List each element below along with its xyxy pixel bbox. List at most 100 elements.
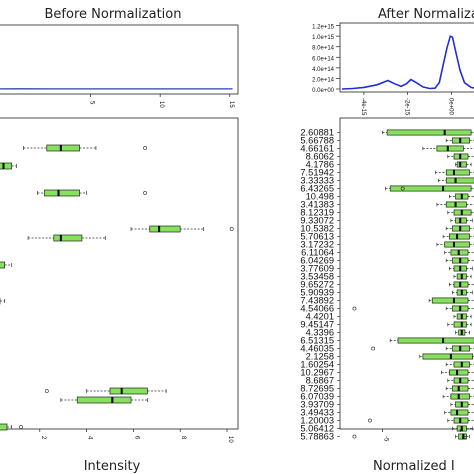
normalized-axis-label: Normalized I — [373, 459, 455, 474]
after-y-tick-label-2: 8.0e+14 — [312, 46, 335, 52]
intensity-x-tick-label-2: 6 — [133, 436, 139, 440]
normalized-x-tick-label-1: 0 — [460, 436, 466, 440]
after-y-tick-label-1: 1.0e+15 — [312, 35, 335, 41]
normalized-box-33 — [450, 393, 470, 400]
normalized-row-label-13: 5.70613 — [300, 232, 334, 242]
normalized-row-label-10: 8.12319 — [300, 208, 334, 218]
intensity-boxplot-frame — [0, 117, 239, 430]
after-density-frame — [339, 22, 474, 93]
normalized-row-label-5: 7.51942 — [300, 168, 334, 178]
after-y-tick-label-0: 1.2e+15 — [312, 25, 335, 31]
normalized-row-label-15: 6.11064 — [301, 248, 334, 258]
normalized-row-label-38: 5.78863 — [300, 432, 334, 442]
normalized-box-2 — [436, 145, 464, 152]
normalized-row-label-1: 5.66788 — [300, 136, 334, 146]
after-x-tick-label-0: -4e-15 — [360, 98, 366, 116]
intensity-box-7 — [109, 387, 148, 395]
normalized-box-21 — [431, 297, 469, 304]
after-x-tick-label-2: 0e+00 — [447, 98, 453, 116]
normalized-outlier-7-0 — [400, 186, 405, 191]
normalized-row-label-12: 10.5382 — [300, 224, 334, 234]
intensity-box-4 — [53, 234, 83, 242]
normalized-row-label-28: 2.1258 — [306, 352, 334, 362]
normalized-box-0 — [386, 129, 472, 136]
intensity-outlier-7-0 — [44, 389, 49, 393]
normalized-row-label-2: 4.66161 — [300, 144, 334, 154]
after-y-tick-label-5: 2.0e+14 — [312, 77, 335, 83]
normalized-row-label-16: 6.04269 — [300, 256, 334, 266]
before-density-plot: 5 10 15 — [0, 88, 234, 108]
normalized-box-7 — [389, 185, 472, 192]
normalized-row-label-26: 6.51315 — [300, 336, 334, 346]
intensity-box-3 — [149, 225, 181, 233]
normalized-box-4 — [456, 161, 467, 168]
normalized-row-label-4: 4.1786 — [306, 160, 334, 170]
normalized-row-label-19: 9.65272 — [300, 280, 334, 290]
normalized-row-label-33: 6.07039 — [300, 392, 334, 402]
normalized-row-label-32: 8.72695 — [300, 384, 334, 394]
intensity-x-tick-label-4: 10 — [227, 436, 233, 443]
normalized-row-label-25: 4.3396 — [306, 328, 334, 338]
normalized-box-24 — [453, 321, 467, 328]
intensity-box-1 — [0, 162, 13, 170]
intensity-outlier-0-0 — [143, 146, 147, 150]
normalized-row-label-18: 3.53458 — [300, 272, 334, 282]
normalized-row-label-11: 9.33072 — [300, 216, 334, 226]
normalized-outlier-22-0 — [352, 306, 357, 311]
intensity-x-tick-label-1: 4 — [87, 436, 93, 440]
normalized-row-label-21: 7.43892 — [300, 296, 334, 306]
normalized-row-label-27: 4.46035 — [300, 344, 334, 354]
normalized-boxplot: 2.608815.667884.661618.60624.17867.51942… — [300, 128, 474, 442]
intensity-outlier-9-0 — [19, 425, 23, 429]
normalized-box-13 — [448, 233, 470, 240]
intensity-x-tick-label-0: 2 — [40, 436, 46, 440]
after-density-plot: 1.2e+15 1.0e+15 8.0e+14 6.0e+14 4.0e+14 2.0e+… — [312, 25, 474, 116]
normalized-row-label-7: 6.43265 — [300, 184, 334, 194]
normalized-row-label-8: 10.498 — [306, 192, 334, 202]
before-x-tick-label-2: 15 — [228, 101, 234, 108]
normalized-row-label-30: 10.2967 — [300, 368, 334, 378]
normalized-row-label-34: 3.93709 — [300, 400, 334, 410]
normalized-row-label-24: 9.45147 — [300, 320, 334, 330]
normalized-row-label-37: 5.06412 — [300, 424, 334, 434]
normalized-row-label-6: 3.33333 — [300, 176, 334, 186]
intensity-outlier-2-0 — [143, 191, 147, 195]
normalized-x-tick-label-0: -5 — [382, 436, 388, 442]
normalized-row-label-3: 8.6062 — [306, 152, 334, 162]
after-density-line — [341, 35, 474, 90]
normalized-outlier-38-0 — [352, 434, 357, 439]
intensity-outlier-3-0 — [229, 227, 234, 231]
intensity-x-tick-label-3: 8 — [180, 436, 186, 440]
normalized-row-label-36: 1.20003 — [300, 416, 334, 426]
normalized-row-label-23: 4.4201 — [306, 312, 334, 322]
normalized-row-label-31: 8.6867 — [306, 376, 334, 386]
normalized-row-label-9: 3.41383 — [300, 200, 334, 210]
normalized-row-label-14: 3.17232 — [300, 240, 334, 250]
normalized-box-14 — [444, 241, 470, 248]
intensity-box-9 — [0, 423, 8, 431]
intensity-axis-label: Intensity — [84, 459, 141, 474]
normalized-row-label-35: 3.49433 — [300, 408, 334, 418]
normalized-box-5 — [445, 169, 470, 176]
after-y-tick-label-6: 0.0e+00 — [312, 88, 335, 94]
normalized-box-28 — [422, 353, 474, 360]
intensity-box-5 — [0, 261, 6, 269]
normalized-row-label-17: 3.77609 — [300, 264, 334, 274]
normalized-row-label-29: 1.60254 — [300, 360, 334, 370]
normalized-outlier-36-0 — [368, 418, 372, 423]
before-normalization-title: Before Normalization — [45, 7, 182, 22]
intensity-box-8 — [76, 396, 132, 404]
normalized-row-label-20: 5.90939 — [300, 288, 334, 298]
normalized-outlier-27-0 — [371, 346, 376, 351]
normalized-box-26 — [397, 337, 474, 344]
normalized-box-32 — [452, 385, 469, 392]
after-x-tick-label-1: -2e-15 — [404, 98, 410, 116]
before-density-frame — [0, 24, 239, 95]
normalized-row-label-0: 2.60881 — [300, 128, 334, 138]
before-x-tick-label-1: 10 — [158, 101, 164, 108]
intensity-boxplot: 2 4 6 8 10 — [0, 144, 234, 443]
normalized-row-label-22: 4.54066 — [300, 304, 334, 314]
after-y-tick-label-3: 6.0e+14 — [312, 56, 335, 62]
normalized-boxplot-frame — [339, 117, 474, 430]
